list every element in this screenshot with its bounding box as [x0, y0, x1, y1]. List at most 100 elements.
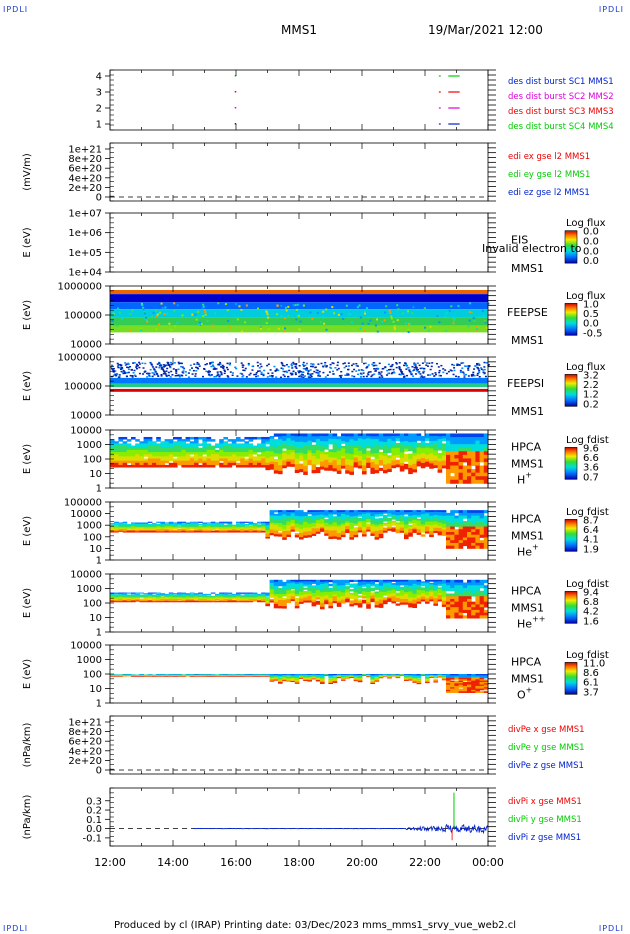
legend-entry: divPi z gse MMS1 — [508, 833, 581, 843]
ylabel-hpca_o: E (eV) — [22, 659, 33, 689]
time-tick-label: 00:00 — [472, 856, 504, 869]
ylabel-divpi: (nPa/km) — [22, 795, 33, 840]
legend-entry: divPe z gse MMS1 — [508, 761, 584, 771]
colorbar-tick: 9.6 — [583, 443, 599, 454]
ytick-label: 1000 — [77, 584, 102, 595]
colorbar-tick: 3.6 — [583, 463, 599, 474]
corner-label-br: IPDLI — [598, 924, 624, 933]
panel-divpe — [105, 715, 496, 775]
spacecraft-title: MMS1 — [281, 23, 317, 37]
legend-entry: divPe y gse MMS1 — [508, 743, 585, 753]
ytick-label: 10000 — [70, 411, 102, 422]
panel-burst — [105, 69, 496, 131]
ytick-label: 6e+20 — [68, 164, 102, 175]
ytick-label: 1000 — [77, 521, 102, 532]
ytick-label: 2e+20 — [68, 183, 102, 194]
ytick-label: 10000 — [70, 509, 102, 520]
ytick-label: 10 — [89, 469, 102, 480]
ylabel-feepse: E (eV) — [22, 300, 33, 330]
colorbar-tick: 6.1 — [583, 678, 599, 689]
series-divpi-z — [193, 823, 489, 835]
panel-label: HPCA — [511, 655, 542, 668]
ytick-label: 1000000 — [57, 353, 102, 364]
colorbar-tick: 6.4 — [583, 525, 599, 536]
time-tick-label: 18:00 — [283, 856, 315, 869]
ytick-label: 6e+20 — [68, 737, 102, 748]
panel-label: MMS1 — [511, 673, 544, 686]
panel-label: FEEPSI — [507, 377, 544, 390]
ylabel-edi: (mV/m) — [22, 153, 33, 191]
legend-entry: des dist burst SC2 MMS2 — [508, 92, 614, 102]
colorbar-feepsi — [564, 374, 578, 407]
panel-frame — [109, 715, 489, 775]
colorbar-hpca_o — [564, 662, 578, 695]
legend-entry: divPi x gse MMS1 — [508, 797, 582, 807]
colorbar-title: Log fdist — [566, 579, 609, 590]
ytick-label: 100000 — [64, 382, 102, 393]
panel-label: HPCA — [511, 440, 542, 453]
stacked-plot-area: des dist burst SC1 MMS1 des dist burst SC… — [22, 69, 614, 869]
ytick-label: 1 — [96, 699, 102, 710]
panel-feepse — [105, 285, 578, 345]
ytick-label: 4e+20 — [68, 746, 102, 757]
panel-eis — [105, 212, 578, 273]
ytick-label: 2e+20 — [68, 756, 102, 767]
colorbar-tick: 6.8 — [583, 597, 599, 608]
colorbar-tick: 0.0 — [583, 246, 599, 257]
ytick-label: 100 — [83, 670, 102, 681]
colorbar-title: Log fdist — [566, 435, 609, 446]
colorbar-title: Log flux — [566, 362, 606, 373]
ytick-label: 1e+07 — [68, 209, 102, 220]
colorbar-tick: 11.0 — [583, 658, 605, 669]
footer-credits: Produced by cl (IRAP) Printing date: 03/… — [114, 920, 516, 931]
ytick-label: 1000 — [77, 655, 102, 666]
legend-entry: edi ez gse l2 MMS1 — [508, 188, 590, 198]
colorbar-tick: 2.2 — [583, 380, 599, 391]
panel-divpi — [105, 787, 496, 847]
ytick-label: 1 — [96, 484, 102, 495]
ytick-label: 100000 — [64, 311, 102, 322]
ytick-label: 0.1 — [86, 815, 102, 826]
colorbar-hpca_hepp — [564, 591, 578, 624]
ytick-label: 8e+20 — [68, 154, 102, 165]
ylabel-eis: E (eV) — [22, 227, 33, 257]
panel-label: MMS1 — [511, 602, 544, 615]
colorbar-title: Log flux — [566, 218, 606, 229]
panel-frame — [109, 69, 489, 131]
panel-label: He+ — [517, 542, 539, 558]
heatmap-hpca_he — [110, 510, 489, 549]
panel-label: MMS1 — [511, 334, 544, 347]
panel-hpca_h — [105, 429, 578, 489]
colorbar-tick: 4.2 — [583, 607, 599, 618]
ytick-label: 0.3 — [86, 796, 102, 807]
ytick-label: 1 — [96, 120, 102, 131]
legend-entry: des dist burst SC3 MMS3 — [508, 107, 614, 117]
colorbar-tick: 8.7 — [583, 515, 599, 526]
panel-label: MMS1 — [511, 405, 544, 418]
colorbar-tick: 0.2 — [583, 399, 599, 410]
heatmap-hpca_h — [110, 433, 489, 484]
legend-entry: des dist burst SC4 MMS4 — [508, 122, 614, 132]
ytick-label: 100000 — [64, 498, 102, 509]
ytick-label: 1 — [96, 628, 102, 639]
ytick-label: 10 — [89, 613, 102, 624]
ylabel-hpca_he: E (eV) — [22, 516, 33, 546]
panel-edi — [105, 142, 496, 202]
panel-feepsi — [105, 356, 578, 416]
ytick-label: 1e+05 — [68, 248, 102, 259]
ytick-label: 10000 — [70, 570, 102, 581]
ytick-label: 0 — [96, 193, 102, 204]
panel-hpca_o — [105, 644, 578, 704]
ytick-label: 10000 — [70, 641, 102, 652]
colorbar-tick: -0.5 — [583, 328, 603, 339]
ylabel-feepsi: E (eV) — [22, 371, 33, 401]
colorbar-hpca_h — [564, 447, 578, 480]
burst-dot — [234, 107, 237, 109]
ylabel-divpe: (nPa/km) — [22, 723, 33, 768]
burst-dot — [234, 123, 237, 125]
ytick-label: 1000000 — [57, 282, 102, 293]
ytick-label: -0.1 — [82, 833, 102, 844]
colorbar-tick: 4.1 — [583, 535, 599, 546]
legend-entry: edi ey gse l2 MMS1 — [508, 170, 590, 180]
ytick-label: 1e+06 — [68, 228, 102, 239]
